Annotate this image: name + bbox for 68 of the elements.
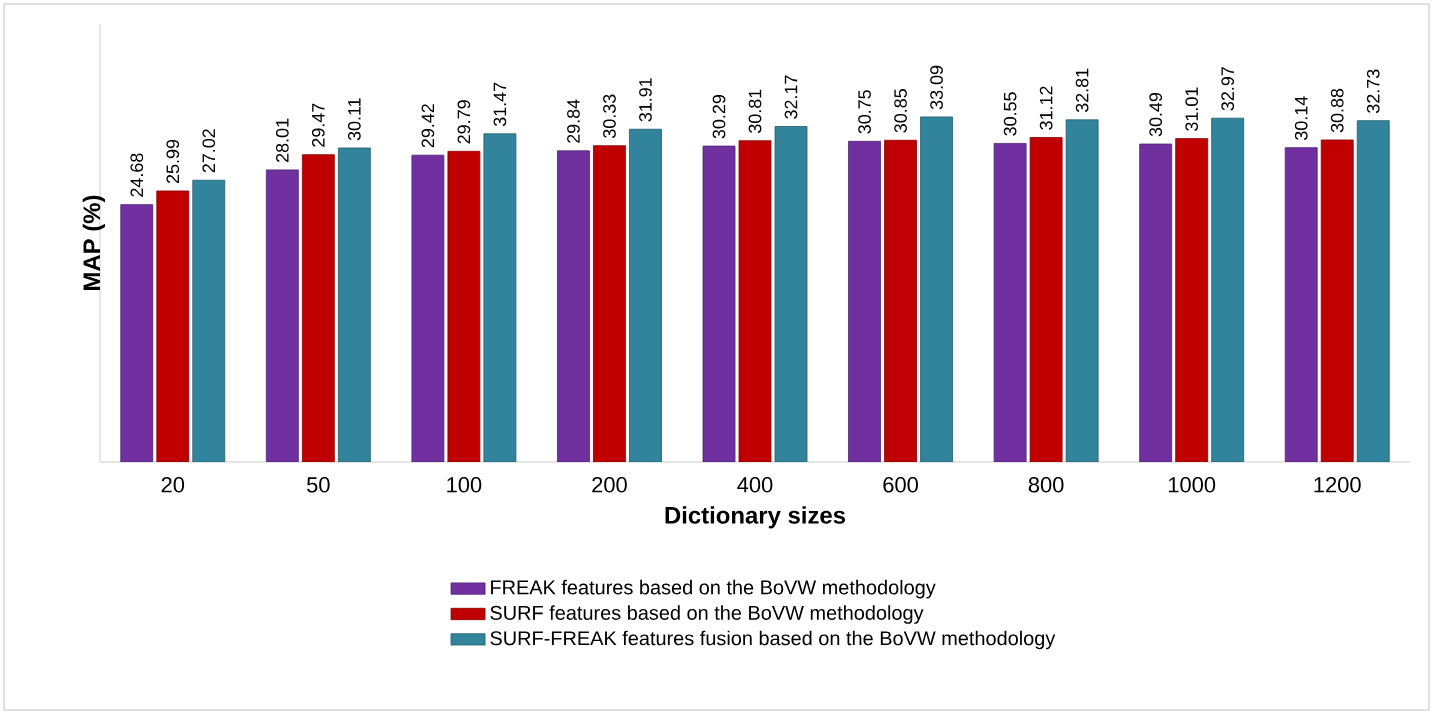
bar [301, 154, 335, 462]
bar [1284, 147, 1318, 462]
bar [774, 126, 808, 462]
data-label: 30.88 [1330, 88, 1344, 133]
data-label: 30.49 [1149, 92, 1163, 137]
x-tick-label: 600 [883, 477, 918, 493]
data-label: 24.68 [130, 153, 144, 197]
x-tick-label: 1200 [1314, 477, 1361, 493]
bar [192, 179, 226, 462]
data-label: 32.81 [1075, 68, 1089, 113]
bar [265, 169, 299, 462]
bar [593, 145, 626, 462]
data-label: 30.85 [894, 89, 907, 133]
bar [1175, 138, 1209, 462]
bar [848, 140, 881, 462]
bar [411, 154, 445, 462]
data-label: 27.02 [202, 129, 216, 173]
data-label: 30.75 [858, 90, 871, 134]
bar [447, 150, 481, 462]
bar [884, 139, 917, 462]
bar [629, 128, 662, 462]
data-label: 31.12 [1039, 86, 1053, 130]
data-label: 30.11 [347, 98, 361, 141]
data-label: 29.79 [457, 100, 471, 144]
legend-label: SURF features based on the BoVW methodology [490, 605, 924, 624]
x-tick-label: 20 [161, 477, 185, 493]
bar [1029, 137, 1063, 462]
data-label: 30.81 [748, 89, 762, 133]
legend-label: FREAK features based on the BoVW methodology [491, 579, 936, 599]
x-tick-label: 50 [307, 477, 330, 493]
data-label: 31.01 [1185, 87, 1199, 131]
x-tick-label: 400 [737, 477, 773, 493]
data-label: 30.29 [712, 95, 726, 139]
data-label: 33.09 [930, 65, 943, 110]
y-axis-title: MAP (%) [82, 195, 105, 290]
x-tick-label: 1000 [1168, 477, 1216, 493]
bar [738, 140, 772, 462]
data-label: 25.99 [166, 139, 180, 184]
bar [120, 204, 154, 462]
data-label: 30.55 [1003, 92, 1017, 136]
bar [1356, 120, 1390, 462]
legend-label: SURF-FREAK features fusion based on the BoVW methodology [490, 630, 1056, 650]
data-label: 28.01 [275, 118, 289, 162]
data-label: 32.97 [1221, 67, 1235, 111]
x-axis-title: Dictionary sizes [665, 506, 846, 529]
bar [1065, 119, 1099, 462]
x-tick-label: 100 [447, 477, 482, 493]
x-tick-label: 800 [1028, 477, 1064, 493]
data-label: 29.84 [567, 99, 580, 143]
bar [1139, 143, 1173, 462]
data-label: 31.47 [493, 82, 507, 127]
bar [993, 143, 1027, 462]
bar [1320, 139, 1354, 462]
bar [483, 133, 517, 462]
data-label: 29.42 [421, 104, 435, 148]
bar [337, 147, 371, 462]
data-label: 30.14 [1294, 96, 1308, 140]
bar [156, 190, 190, 462]
bar [920, 116, 953, 462]
data-label: 31.91 [639, 78, 652, 122]
bar [1211, 117, 1245, 462]
bar [557, 150, 590, 462]
data-label: 30.33 [603, 94, 616, 138]
data-label: 32.73 [1366, 69, 1380, 113]
bar [702, 145, 736, 462]
x-tick-label: 200 [592, 477, 627, 493]
data-label: 29.47 [311, 103, 325, 147]
data-label: 32.17 [784, 75, 798, 119]
